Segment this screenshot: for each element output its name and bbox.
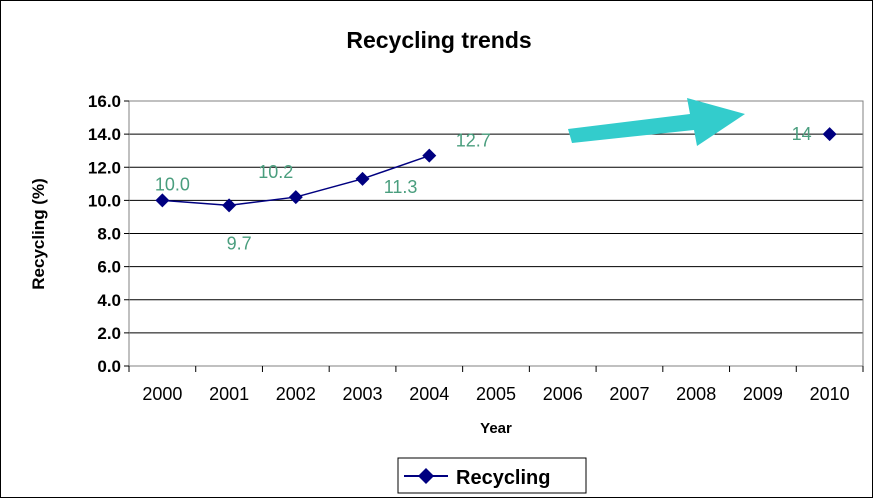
y-tick-label: 12.0	[88, 158, 121, 177]
data-labels: 10.0 9.7 10.2 11.3 12.7 14	[155, 124, 812, 253]
trend-arrow	[568, 98, 745, 146]
legend-marker	[418, 468, 434, 484]
y-tick-label: 14.0	[88, 125, 121, 144]
x-axis-label: Year	[480, 420, 512, 437]
y-tick-label: 8.0	[97, 225, 121, 244]
y-tick-label: 4.0	[97, 291, 121, 310]
y-axis-label: Recycling (%)	[29, 178, 48, 289]
y-tick-label: 16.0	[88, 92, 121, 111]
y-tick-label: 2.0	[97, 324, 121, 343]
data-label: 10.2	[258, 162, 293, 182]
y-tick-label: 6.0	[97, 258, 121, 277]
data-label: 11.3	[384, 177, 418, 197]
series-recycling	[155, 127, 837, 213]
data-label: 9.7	[227, 233, 252, 253]
data-point	[288, 190, 303, 205]
x-tick-label: 2005	[476, 384, 516, 404]
x-tick-label: 2006	[543, 384, 583, 404]
chart-title: Recycling trends	[346, 27, 531, 53]
data-point	[822, 127, 837, 142]
x-tick-label: 2001	[209, 384, 249, 404]
x-tick-label: 2007	[609, 384, 649, 404]
x-tick-label: 2003	[343, 384, 383, 404]
data-label: 12.7	[456, 131, 491, 151]
legend-label: Recycling	[456, 467, 550, 489]
data-label: 14	[792, 124, 812, 144]
x-tick-label: 2009	[743, 384, 783, 404]
legend: Recycling	[397, 457, 587, 494]
x-tick-label: 2010	[810, 384, 850, 404]
x-tick-label: 2000	[142, 384, 182, 404]
data-point	[422, 148, 437, 163]
y-tick-label: 0.0	[97, 357, 121, 376]
data-label: 10.0	[155, 174, 190, 194]
data-point	[155, 193, 170, 208]
x-tick-label: 2002	[276, 384, 316, 404]
y-tick-label: 10.0	[88, 191, 121, 210]
x-tick-label: 2004	[409, 384, 449, 404]
data-point	[222, 198, 237, 213]
data-point	[355, 171, 370, 186]
x-tick-label: 2008	[676, 384, 716, 404]
x-axis-ticks: 2000 2001 2002 2003 2004 2005 2006 2007 2008 2009…	[128, 366, 864, 404]
y-axis-ticks: 0.0 2.0 4.0 6.0 8.0 10.0 12.0 14.0 16.0	[88, 92, 129, 376]
